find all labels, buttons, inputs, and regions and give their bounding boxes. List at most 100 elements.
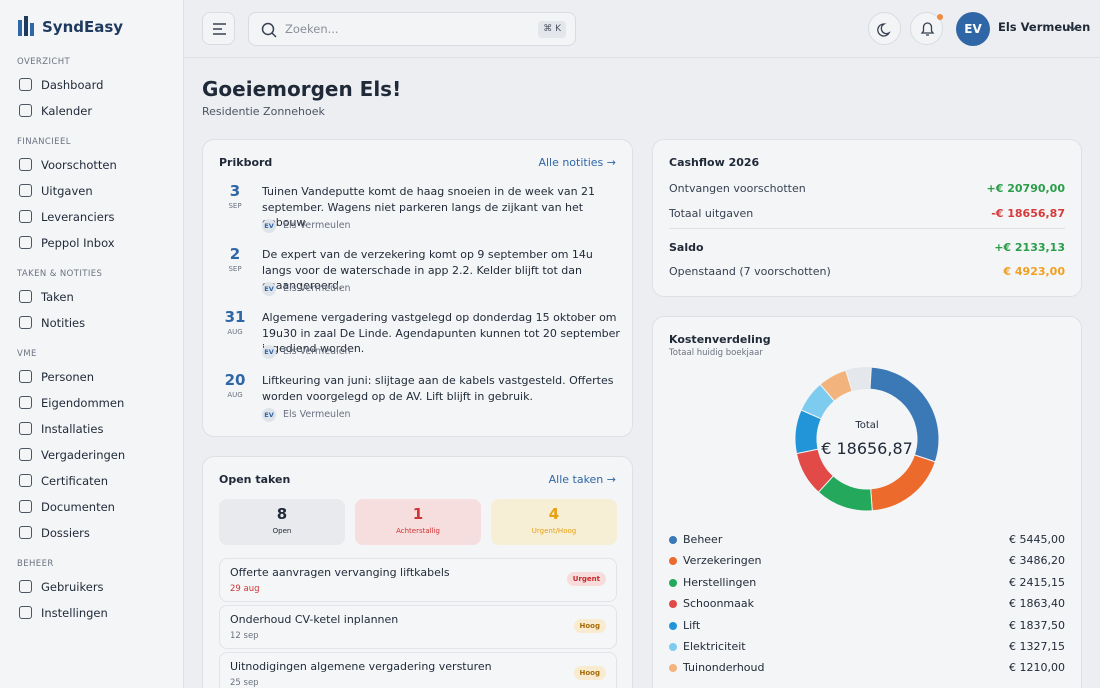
legend-row: Schoonmaak € 1863,40: [669, 594, 1065, 614]
cashflow-row: Saldo +€ 2133,13: [669, 241, 1065, 254]
nav-section-title: OVERZICHT: [17, 57, 71, 67]
nav-item[interactable]: Leveranciers: [9, 204, 174, 230]
nav-item[interactable]: Vergaderingen: [9, 442, 174, 468]
card-title: Prikbord: [219, 156, 273, 169]
user-avatar[interactable]: EV: [956, 12, 990, 46]
search-icon: [261, 22, 277, 38]
cashflow-row: Ontvangen voorschotten +€ 20790,00: [669, 182, 1065, 195]
brand-logo: [18, 16, 34, 36]
nav-section-title: TAKEN & NOTITIES: [17, 269, 103, 279]
brand-name: SyndEasy: [42, 18, 124, 36]
task[interactable]: Onderhoud CV-ketel inplannen 12 sep Hoog: [219, 605, 617, 649]
donut-total: € 18656,87: [821, 439, 913, 458]
card-subtitle: Totaal huidig boekjaar: [669, 348, 763, 358]
card-title: Cashflow 2026: [669, 156, 760, 169]
task-date: 25 sep: [230, 678, 259, 688]
theme-button[interactable]: [868, 12, 901, 45]
card-link[interactable]: Alle taken →: [548, 473, 616, 486]
nav-item[interactable]: Documenten: [9, 494, 174, 520]
task-title: Uitnodigingen algemene vergadering verst…: [230, 660, 492, 673]
note: 2 SEP De expert van de verzekering komt op…: [219, 245, 619, 305]
stat-label: Urgent/Hoog: [531, 527, 577, 535]
card-title: Open taken: [219, 473, 291, 486]
note-text: De expert van de verzekering komt op 9 s…: [262, 248, 593, 292]
nav-item[interactable]: Dashboard: [9, 72, 174, 98]
nav-item[interactable]: Personen: [9, 364, 174, 390]
nav-section-title: VME: [17, 349, 37, 359]
moon-icon: [877, 23, 891, 37]
nav-item[interactable]: Eigendommen: [9, 390, 174, 416]
legend-value: € 2415,15: [1009, 575, 1065, 589]
greeting: Goeiemorgen Els!: [202, 77, 402, 101]
note-initials: EV: [262, 345, 276, 359]
legend-dot: [669, 557, 677, 566]
note-text: Liftkeuring van juni: slijtage aan de ka…: [262, 374, 614, 403]
legend-row: Tuinonderhoud € 1210,00: [669, 658, 1065, 678]
nav-item[interactable]: Peppol Inbox: [9, 230, 174, 256]
card-link[interactable]: Alle notities →: [538, 156, 616, 169]
note-day: 3: [229, 182, 241, 200]
nav-item[interactable]: Instellingen: [9, 600, 174, 626]
note-day: 2: [229, 245, 241, 263]
stat-box: 8 Open: [219, 499, 345, 545]
legend-value: € 5445,00: [1009, 533, 1065, 546]
cashflow-value: +€ 20790,00: [986, 182, 1065, 195]
note-author: Els Vermeulen: [283, 220, 351, 231]
note-month: SEP: [228, 202, 242, 210]
note: 3 SEP Tuinen Vandeputte komt de haag snoei…: [219, 182, 619, 242]
legend-row: Beheer € 5445,00: [669, 530, 1065, 550]
chevron: [1068, 25, 1078, 31]
cashflow-label: Totaal uitgaven: [669, 207, 754, 220]
greeting-subtitle: Residentie Zonnehoek: [202, 105, 325, 118]
task[interactable]: Offerte aanvragen vervanging liftkabels 2…: [219, 558, 617, 602]
task[interactable]: Uitnodigingen algemene vergadering verst…: [219, 652, 617, 688]
nav-item[interactable]: Notities: [9, 310, 174, 336]
stat-box: 4 Urgent/Hoog: [491, 499, 617, 545]
search-box[interactable]: Zoeken... ⌘ K: [248, 12, 576, 46]
nav-item[interactable]: Uitgaven: [9, 178, 174, 204]
menu-button[interactable]: [202, 12, 235, 45]
donut-segment: [819, 369, 853, 402]
nav-item[interactable]: Voorschotten: [9, 152, 174, 178]
legend-value: € 1327,15: [1009, 640, 1065, 653]
open-taken-card: Open taken Alle taken → 8 Open 1 Achterstal…: [202, 456, 633, 688]
note-author: Els Vermeulen: [283, 346, 351, 357]
stat-value: 1: [412, 505, 424, 523]
nav-item[interactable]: Gebruikers: [9, 574, 174, 600]
task-title: Offerte aanvragen vervanging liftkabels: [230, 566, 450, 579]
nav-item[interactable]: Dossiers: [9, 520, 174, 546]
note-month: AUG: [227, 328, 243, 336]
brand[interactable]: SyndEasy: [18, 15, 123, 39]
task-date: 12 sep: [230, 631, 259, 641]
nav-section: TAKEN & NOTITIES Taken Notities: [0, 264, 183, 336]
nav-section: BEHEER Gebruikers Instellingen: [0, 554, 183, 626]
cashflow-card: Cashflow 2026 Ontvangen voorschotten +€ 2…: [652, 139, 1082, 297]
cashflow-label: Openstaand (7 voorschotten): [669, 265, 831, 278]
legend-value: € 1863,40: [1009, 597, 1065, 611]
legend-name: Beheer: [683, 533, 723, 546]
cashflow-value: +€ 2133,13: [994, 241, 1065, 254]
note-initials: EV: [262, 408, 276, 422]
prikbord-card: Prikbord Alle notities → 3 SEP Tuinen Vand…: [202, 139, 633, 437]
cashflow-row: Openstaand (7 voorschotten) € 4923,00: [669, 265, 1065, 278]
legend-row: Herstellingen € 2415,15: [669, 573, 1065, 593]
notifications-button[interactable]: [910, 12, 943, 45]
bell-icon: [920, 14, 943, 36]
legend-dot: [669, 643, 677, 651]
task-badge: Hoog: [573, 619, 606, 633]
nav-item[interactable]: Taken: [9, 284, 174, 310]
note-month: SEP: [228, 265, 242, 273]
nav-item[interactable]: Installaties: [9, 416, 174, 442]
stat-box: 1 Achterstallig: [355, 499, 481, 545]
stat-value: 8: [276, 505, 288, 523]
cashflow-label: Ontvangen voorschotten: [669, 182, 806, 195]
nav-item[interactable]: Certificaten: [9, 468, 174, 494]
legend-dot: [669, 664, 677, 673]
nav-item[interactable]: Kalender: [9, 98, 174, 124]
stat-value: 4: [548, 505, 560, 523]
note-initials: EV: [262, 282, 276, 296]
user-name[interactable]: Els Vermeulen: [998, 20, 1091, 34]
cashflow-label: Saldo: [669, 241, 704, 254]
legend-dot: [669, 600, 677, 609]
